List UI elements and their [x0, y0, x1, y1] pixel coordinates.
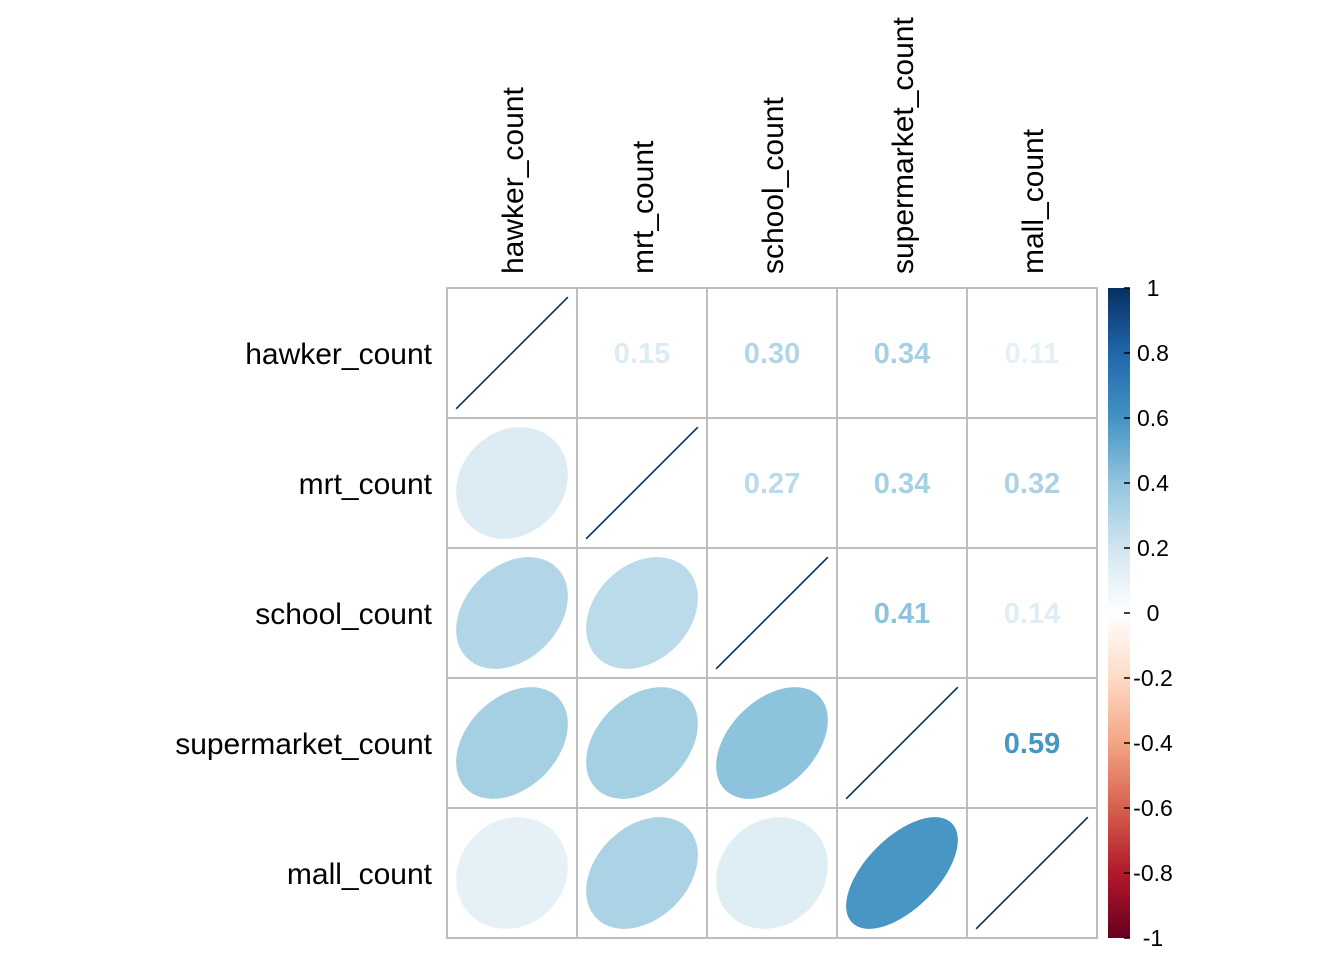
correlation-value: 0.34 — [874, 338, 930, 370]
column-label: school_count — [757, 97, 790, 274]
correlation-ellipse — [456, 817, 568, 929]
row-label: school_count — [255, 598, 432, 631]
row-label: mrt_count — [299, 468, 433, 501]
correlation-value: 0.27 — [744, 468, 800, 500]
grid-cell — [706, 287, 838, 419]
row-label: mall_count — [287, 858, 433, 891]
correlation-value: 0.34 — [874, 468, 930, 500]
correlation-ellipse — [716, 817, 828, 929]
column-label: mrt_count — [627, 140, 660, 274]
correlation-ellipse — [716, 687, 828, 799]
grid-cell — [836, 547, 968, 679]
colorbar-tick-label: 1 — [1147, 275, 1160, 301]
correlation-value: 0.14 — [1004, 598, 1060, 630]
colorbar-tick-label: -0.6 — [1133, 795, 1173, 821]
grid-cell — [966, 677, 1098, 809]
grid-cell — [706, 417, 838, 549]
column-label: hawker_count — [497, 87, 530, 274]
column-label: mall_count — [1017, 128, 1050, 274]
grid-cell — [966, 547, 1098, 679]
correlation-ellipse — [456, 427, 568, 539]
correlation-ellipse — [456, 557, 568, 669]
correlation-ellipse — [455, 296, 569, 410]
correlation-ellipse — [846, 817, 958, 929]
correlation-ellipse — [845, 686, 959, 800]
row-label: hawker_count — [245, 338, 432, 371]
colorbar — [1108, 288, 1130, 938]
row-label: supermarket_count — [175, 728, 432, 761]
colorbar-tick-label: 0.6 — [1137, 405, 1169, 431]
correlation-ellipse — [586, 557, 698, 669]
column-label: supermarket_count — [887, 17, 920, 274]
colorbar-tick-label: -1 — [1143, 925, 1163, 951]
correlation-ellipse — [586, 817, 698, 929]
correlation-ellipse — [456, 687, 568, 799]
grid-cell — [836, 287, 968, 419]
colorbar-tick-label: 0.4 — [1137, 470, 1169, 496]
correlation-ellipse — [586, 687, 698, 799]
colorbar-tick-label: -0.8 — [1133, 860, 1173, 886]
correlation-ellipse — [585, 426, 699, 540]
colorbar-tick-label: -0.2 — [1133, 665, 1173, 691]
correlation-value: 0.32 — [1004, 468, 1060, 500]
correlation-ellipse — [715, 556, 829, 670]
correlation-ellipse — [975, 816, 1089, 930]
colorbar-tick-label: 0.8 — [1137, 340, 1169, 366]
colorbar-tick-label: -0.4 — [1133, 730, 1173, 756]
colorbar-tick-label: 0 — [1147, 600, 1160, 626]
correlation-value: 0.59 — [1004, 728, 1060, 760]
correlation-value: 0.41 — [874, 598, 930, 630]
correlation-value: 0.11 — [1005, 338, 1060, 370]
colorbar-tick-label: 0.2 — [1137, 535, 1169, 561]
correlation-value: 0.30 — [744, 338, 800, 370]
grid-cell — [966, 417, 1098, 549]
correlation-value: 0.15 — [614, 338, 670, 370]
grid-cell — [576, 287, 708, 419]
